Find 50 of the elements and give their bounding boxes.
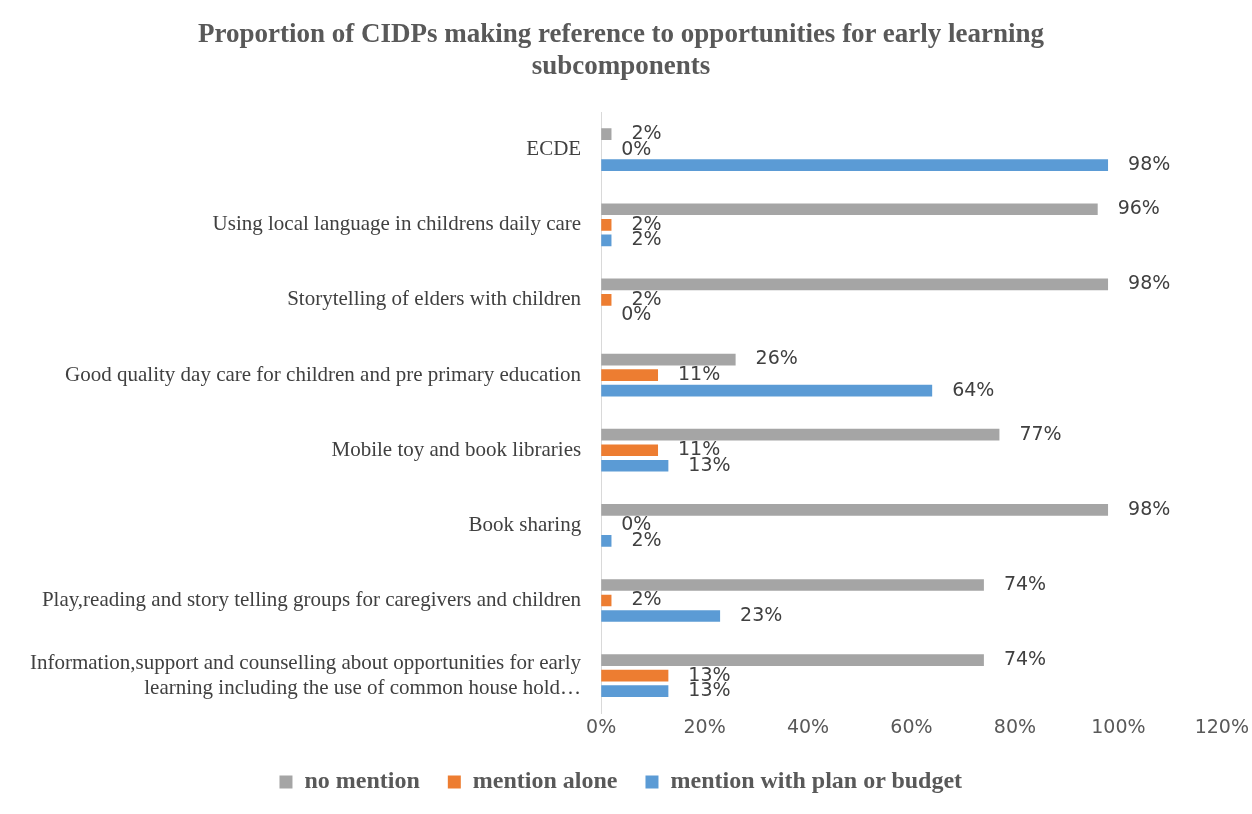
x-tick-label: 20% bbox=[683, 714, 726, 737]
bar bbox=[601, 428, 1000, 441]
bar bbox=[601, 203, 1098, 216]
bar bbox=[601, 459, 669, 472]
legend-label: no mention bbox=[304, 767, 420, 794]
bar bbox=[601, 685, 669, 697]
bar bbox=[601, 218, 612, 231]
bar bbox=[601, 535, 612, 547]
bar bbox=[601, 128, 612, 140]
data-label: 98% bbox=[1128, 271, 1171, 294]
data-label: 98% bbox=[1128, 496, 1171, 519]
x-tick-label: 0% bbox=[586, 714, 617, 737]
legend-label: mention with plan or budget bbox=[670, 767, 963, 794]
data-label: 98% bbox=[1128, 152, 1171, 175]
data-label: 74% bbox=[1003, 647, 1047, 670]
y-tick-label: Play,reading and story telling groups for caregivers and children bbox=[41, 587, 582, 612]
bar bbox=[601, 654, 984, 666]
chart-title: Proportion of CIDPs making reference to opportunities for early learning subcomponents bbox=[197, 18, 1045, 80]
bar bbox=[601, 669, 669, 682]
y-tick-label: ECDE bbox=[526, 136, 582, 161]
y-tick-label: Good quality day care for children and pre primary education bbox=[65, 361, 582, 386]
bar bbox=[601, 278, 1109, 291]
legend-label: mention alone bbox=[472, 767, 618, 794]
x-tick-label: 80% bbox=[993, 714, 1037, 737]
bar bbox=[601, 384, 933, 397]
y-tick-label: Storytelling of elders with children bbox=[287, 286, 582, 311]
x-tick-label: 100% bbox=[1091, 714, 1146, 737]
bar bbox=[601, 353, 736, 366]
y-tick-label: Mobile toy and book libraries bbox=[331, 436, 582, 461]
data-label: 74% bbox=[1003, 571, 1047, 594]
x-tick-label: 120% bbox=[1194, 714, 1249, 737]
bar bbox=[601, 504, 1109, 516]
y-tick-label: Using local language in childrens daily care bbox=[212, 211, 582, 236]
y-tick-label: Information,support and counselling about opportunities for early learning including the use of common house hold… bbox=[29, 649, 582, 699]
data-label: 64% bbox=[952, 377, 995, 400]
data-label: 11% bbox=[678, 362, 721, 385]
data-label: 2% bbox=[631, 587, 662, 610]
data-label: 77% bbox=[1019, 421, 1062, 444]
x-tick-label: 60% bbox=[890, 714, 933, 737]
bar bbox=[601, 444, 659, 457]
y-tick-label: Book sharing bbox=[468, 511, 582, 536]
bar bbox=[601, 159, 1109, 172]
bar bbox=[601, 294, 612, 306]
x-tick-label: 40% bbox=[786, 714, 830, 737]
bar bbox=[601, 579, 984, 591]
bar bbox=[601, 369, 659, 381]
bar bbox=[601, 610, 721, 622]
data-label: 26% bbox=[755, 346, 798, 369]
data-label: 23% bbox=[740, 602, 783, 625]
data-label: 96% bbox=[1117, 196, 1160, 219]
